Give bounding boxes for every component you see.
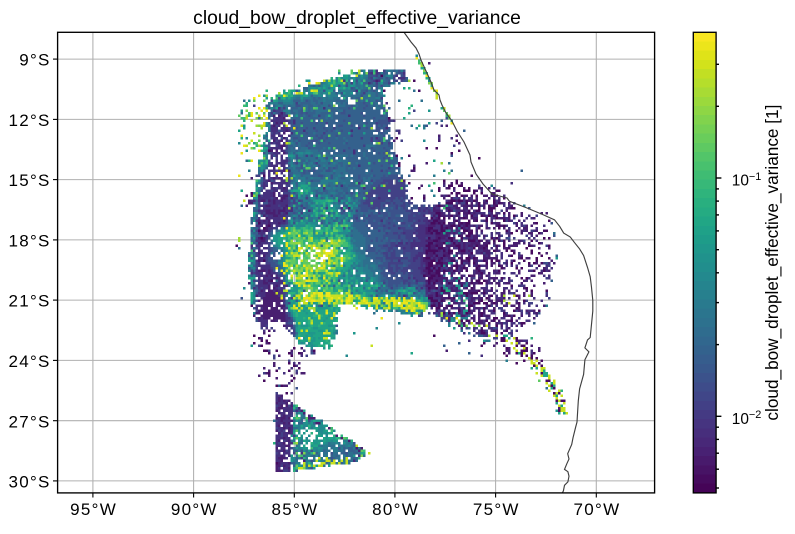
svg-text:cloud_bow_droplet_effective_va: cloud_bow_droplet_effective_variance [1] [762,105,782,421]
svg-text:85°W: 85°W [272,500,319,519]
svg-text:27°S: 27°S [8,412,50,431]
svg-text:18°S: 18°S [8,232,50,251]
svg-text:15°S: 15°S [8,171,50,190]
svg-text:30°S: 30°S [8,473,50,492]
svg-text:21°S: 21°S [8,292,50,311]
svg-text:75°W: 75°W [473,500,520,519]
svg-text:9°S: 9°S [19,51,51,70]
svg-text:95°W: 95°W [70,500,117,519]
svg-text:cloud_bow_droplet_effective_va: cloud_bow_droplet_effective_variance [193,8,521,29]
svg-text:12°S: 12°S [8,111,50,130]
svg-text:90°W: 90°W [171,500,218,519]
svg-text:24°S: 24°S [8,352,50,371]
svg-text:70°W: 70°W [574,500,621,519]
svg-text:80°W: 80°W [372,500,419,519]
